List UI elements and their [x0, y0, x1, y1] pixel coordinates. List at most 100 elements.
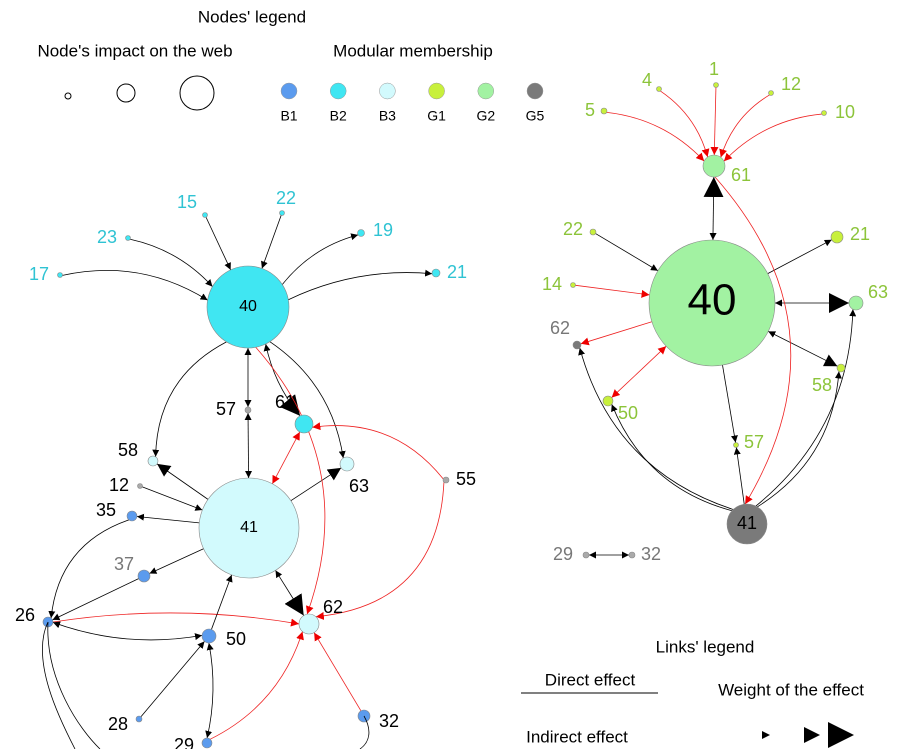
- edge: [244, 412, 253, 479]
- edge: [263, 343, 301, 417]
- edge: [261, 215, 282, 269]
- edge: [281, 233, 359, 285]
- module-swatch: [280, 82, 298, 100]
- edge: [211, 574, 233, 630]
- node: [137, 569, 151, 583]
- node: [147, 455, 159, 467]
- node: [57, 272, 63, 278]
- node-label: 41: [240, 519, 258, 536]
- node-label: 15: [177, 192, 197, 212]
- node-label: 12: [109, 475, 129, 495]
- node-label: 55: [456, 469, 476, 489]
- module-swatch: [526, 82, 544, 100]
- node-label: 63: [868, 282, 888, 302]
- node-label: 5: [585, 100, 595, 120]
- node: [137, 483, 143, 489]
- edge: [757, 371, 842, 508]
- edge: [611, 404, 733, 512]
- node: [298, 613, 320, 635]
- node: [357, 229, 365, 237]
- edge: [210, 631, 304, 740]
- edge: [48, 519, 130, 619]
- node-label: 63: [349, 476, 369, 496]
- module-legend: B1 B2 B3 G1 G2 G5: [280, 82, 545, 124]
- edge: [140, 641, 205, 717]
- node-label: 1: [709, 59, 719, 79]
- node-label: 50: [226, 629, 246, 649]
- edge: [733, 447, 745, 505]
- node-label: 22: [276, 188, 296, 208]
- module-swatch: [477, 82, 495, 100]
- edge: [52, 578, 139, 621]
- edge: [312, 422, 444, 480]
- edge: [52, 621, 203, 641]
- edge: [42, 621, 76, 750]
- node: [836, 363, 846, 373]
- node: [201, 628, 217, 644]
- node-label: 22: [563, 219, 583, 239]
- node: [201, 737, 213, 749]
- node-label: 41: [737, 513, 757, 533]
- node-label: 10: [835, 102, 855, 122]
- direct-label: Direct effect: [545, 670, 636, 689]
- node: [726, 503, 768, 545]
- module-swatch: [329, 82, 347, 100]
- node: [126, 510, 138, 522]
- impact-label: Node's impact on the web: [37, 41, 232, 60]
- edge: [275, 570, 305, 616]
- node: [339, 456, 355, 472]
- node: [600, 107, 608, 115]
- node-label: 62: [323, 597, 343, 617]
- node-label: 29: [553, 544, 573, 564]
- modular-label: Modular membership: [333, 41, 493, 60]
- edge: [723, 113, 822, 162]
- edge: [768, 330, 838, 367]
- node-label: 37: [114, 554, 134, 574]
- edge: [359, 715, 370, 750]
- edge: [578, 347, 734, 510]
- edge: [611, 345, 667, 398]
- edge: [47, 621, 101, 750]
- module-label: B3: [379, 108, 396, 124]
- node-label: 57: [216, 399, 236, 419]
- weight-label: Weight of the effect: [718, 680, 864, 699]
- edge: [136, 513, 200, 524]
- node: [442, 476, 450, 484]
- node-label: 62: [550, 318, 570, 338]
- edge: [149, 548, 204, 574]
- node: [848, 295, 864, 311]
- edge: [142, 486, 203, 511]
- edge: [156, 463, 209, 500]
- node-label: 28: [108, 714, 128, 734]
- node: [206, 265, 290, 349]
- links-legend-title: Links' legend: [656, 637, 755, 656]
- node: [198, 477, 300, 579]
- edge: [606, 111, 705, 162]
- node-label: 17: [29, 264, 49, 284]
- edge: [288, 269, 433, 301]
- edge: [62, 270, 208, 301]
- node-label: 29: [174, 735, 194, 749]
- module-swatch: [379, 82, 396, 100]
- node: [582, 551, 590, 559]
- node: [602, 395, 614, 407]
- node-label: 12: [781, 74, 801, 94]
- edge: [767, 239, 832, 274]
- edge: [722, 365, 738, 443]
- weight-small: [762, 731, 770, 739]
- weight-medium: [804, 727, 820, 743]
- edge: [313, 632, 362, 712]
- node-label: 61: [731, 165, 751, 185]
- edge: [269, 341, 346, 459]
- size-medium: [116, 83, 136, 103]
- node-label: 40: [688, 276, 737, 325]
- node: [572, 340, 582, 350]
- node: [202, 212, 208, 218]
- node: [768, 90, 774, 96]
- edge: [575, 284, 650, 298]
- module-label: G5: [526, 108, 545, 124]
- node: [135, 715, 143, 723]
- node-label: 61: [275, 392, 295, 412]
